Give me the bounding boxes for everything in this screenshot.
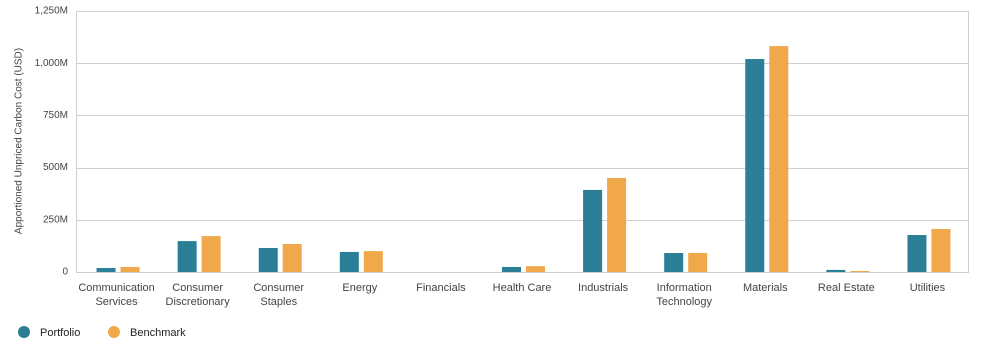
x-tick-label-line: Staples: [260, 296, 297, 308]
x-tick-label: Information Technology: [656, 282, 712, 308]
plot-frame: [76, 11, 969, 273]
bar: [850, 270, 870, 272]
bar: [120, 266, 140, 272]
y-tick-label: 0: [62, 267, 68, 278]
legend-marker: [18, 326, 30, 338]
y-tick-label: 1,250M: [35, 6, 68, 17]
y-tick-label: 500M: [43, 162, 68, 173]
x-tick-label-line: Industrials: [578, 282, 629, 294]
x-tick-label-line: Communication: [78, 282, 154, 294]
x-tick-label: Utilities: [910, 282, 946, 294]
bar: [282, 244, 302, 272]
x-tick-label: Financials: [416, 282, 466, 294]
x-tick-label-line: Real Estate: [818, 282, 875, 294]
bar: [907, 235, 927, 272]
y-axis-label: Apportioned Unpriced Carbon Cost (USD): [14, 48, 25, 234]
x-tick-label-line: Energy: [342, 282, 377, 294]
bar: [526, 266, 545, 272]
bar: [96, 268, 116, 272]
bar: [502, 266, 521, 272]
x-tick-label-line: Health Care: [493, 282, 552, 294]
legend-label: Benchmark: [130, 327, 186, 339]
x-tick-label: Consumer Discretionary: [166, 282, 231, 308]
bar: [826, 269, 846, 272]
x-tick-label: Energy: [342, 282, 377, 294]
bar: [583, 189, 603, 272]
bar: [688, 252, 708, 272]
y-tick-label: 1,000M: [35, 58, 68, 69]
x-tick-label: Industrials: [578, 282, 629, 294]
x-tick-label-line: Financials: [416, 282, 466, 294]
bar: [258, 247, 278, 272]
x-tick-label-line: Consumer: [253, 282, 304, 294]
x-tick-label: Communication Services: [78, 282, 154, 308]
x-tick-label-line: Utilities: [910, 282, 946, 294]
x-tick-label-line: Information: [657, 282, 712, 294]
x-tick-label: Health Care: [493, 282, 552, 294]
x-tick-label-line: Discretionary: [166, 296, 231, 308]
x-tick-label: Materials: [743, 282, 788, 294]
bar: [201, 236, 221, 272]
bar: [339, 251, 359, 272]
bar: [745, 59, 765, 272]
x-tick-label-line: Services: [95, 296, 138, 308]
y-tick-label: 250M: [43, 214, 68, 225]
bar: [931, 228, 951, 272]
bar: [664, 252, 684, 272]
bar: [177, 241, 197, 272]
bar: [607, 178, 627, 272]
bar: [363, 251, 383, 272]
bar: [769, 46, 789, 272]
x-tick-label: Real Estate: [818, 282, 875, 294]
x-tick-label: Consumer Staples: [253, 282, 304, 308]
x-tick-label-line: Consumer: [172, 282, 223, 294]
x-tick-label-line: Materials: [743, 282, 788, 294]
legend-label: Portfolio: [40, 327, 80, 339]
y-tick-label: 750M: [43, 110, 68, 121]
legend-marker: [108, 326, 120, 338]
x-tick-label-line: Technology: [656, 296, 712, 308]
